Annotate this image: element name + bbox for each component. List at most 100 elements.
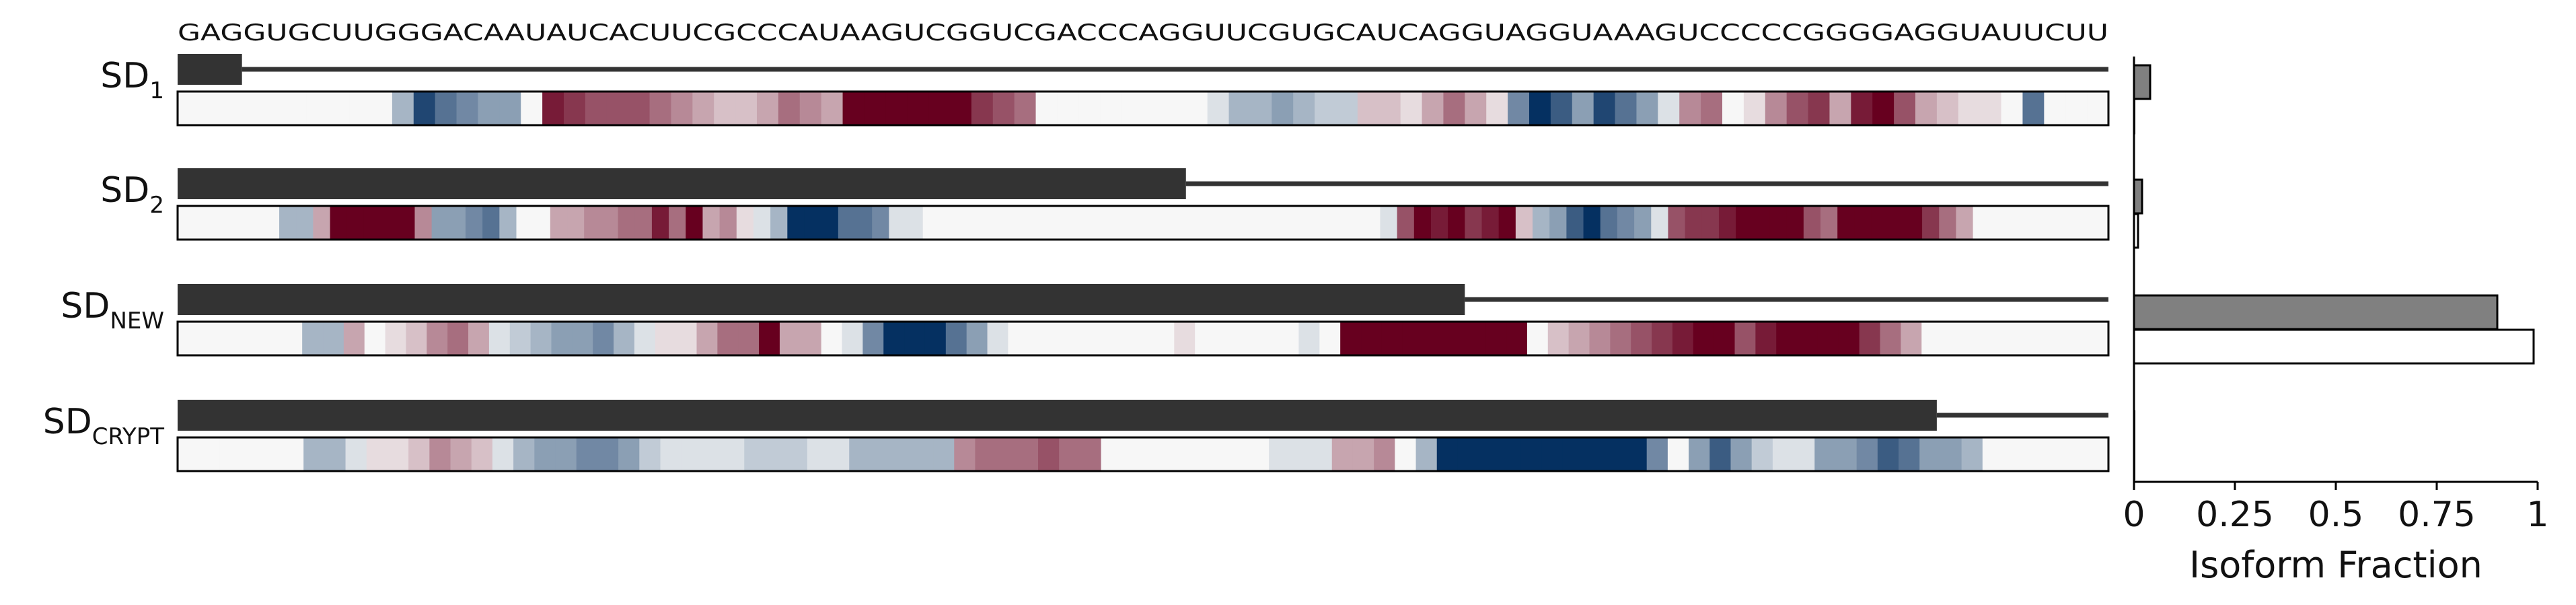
heatmap-cell [262, 206, 280, 240]
heatmap-cell [1755, 322, 1777, 355]
heatmap-cell [971, 92, 994, 125]
heatmap-cell [1605, 437, 1627, 471]
heatmap-cell [862, 322, 884, 355]
heatmap-cell [1515, 206, 1533, 240]
heatmap-cell [1593, 92, 1616, 125]
row-label: SD2 [100, 170, 164, 219]
heatmap-cell [1672, 322, 1694, 355]
heatmap-cell [261, 437, 283, 471]
row-label-main: SD [100, 170, 149, 211]
row-label-subscript: 2 [149, 192, 164, 219]
heatmap-cell [1533, 206, 1550, 240]
heatmap-cell [655, 322, 677, 355]
bar-observed [2133, 294, 2499, 330]
heatmap-cell [2022, 92, 2045, 125]
heatmap-cell [555, 437, 577, 471]
heatmap-cell [1121, 437, 1144, 471]
heatmap-cell [838, 206, 856, 240]
row-label-main: SD [43, 402, 92, 442]
heatmap-cell [1143, 92, 1165, 125]
heatmap-cell [349, 92, 371, 125]
heatmap-cell [1615, 92, 1637, 125]
heatmap-cell [1500, 437, 1522, 471]
heatmap-cell [1651, 206, 1669, 240]
heatmap-cell [807, 437, 829, 471]
heatmap-cell [1153, 322, 1175, 355]
heatmap-cell [1430, 206, 1448, 240]
heatmap-cell [550, 206, 568, 240]
heatmap-cell [2001, 92, 2024, 125]
heatmap-cell [1038, 437, 1060, 471]
heatmap-cell [821, 206, 839, 240]
exon-block [178, 168, 1186, 199]
row-label-main: SD [100, 56, 149, 96]
heatmap-cell [1210, 206, 1228, 240]
heatmap-cell [1413, 206, 1432, 240]
heatmap-cell [584, 206, 601, 240]
heatmap-cell [1380, 206, 1398, 240]
heatmap-cell [800, 322, 822, 355]
heatmap-cell [398, 206, 416, 240]
isoform-row: SD2 [100, 168, 2110, 241]
heatmap-cell [2057, 206, 2075, 240]
heatmap-cell [735, 92, 758, 125]
heatmap-cell [1786, 206, 1804, 240]
heatmap-cell [1444, 322, 1465, 355]
heatmap-cell [1610, 322, 1631, 355]
isoform-row: SDCRYPT [43, 400, 2110, 472]
heatmap-cell [1634, 206, 1652, 240]
heatmap-cell [1956, 206, 1974, 240]
heatmap-cell [1346, 206, 1364, 240]
heatmap-cell [323, 322, 344, 355]
heatmap-cell [471, 437, 493, 471]
heatmap-cell [281, 322, 303, 355]
heatmap-cell [778, 92, 801, 125]
heatmap-cell [702, 437, 724, 471]
heatmap-cell [702, 206, 721, 240]
heatmap-cell [447, 322, 469, 355]
heatmap-cell [950, 92, 972, 125]
heatmap-cell [1008, 322, 1029, 355]
heatmap-cell [429, 437, 451, 471]
heatmap-cell [2003, 437, 2025, 471]
heatmap-cell [2004, 322, 2026, 355]
heatmap-cell [1092, 206, 1110, 240]
heatmap-cell [1743, 92, 1766, 125]
heatmap-cell [1228, 92, 1251, 125]
heatmap-cell [1109, 206, 1127, 240]
heatmap-cell [366, 437, 388, 471]
heatmap-cell [1939, 206, 1957, 240]
heatmap-cell [1312, 206, 1330, 240]
heatmap-cell [1835, 437, 1857, 471]
heatmap-cell [387, 437, 409, 471]
heatmap-cell [1718, 206, 1736, 240]
heatmap-cell [990, 206, 1008, 240]
heatmap-cell [1436, 437, 1459, 471]
heatmap-cell [649, 92, 672, 125]
bar-predicted [2133, 98, 2135, 135]
heatmap-cell [242, 92, 264, 125]
heatmap-cell [219, 437, 242, 471]
heatmap-cell [1174, 322, 1195, 355]
heatmap-cell [1829, 92, 1851, 125]
heatmap-cell [1397, 206, 1415, 240]
bar-observed [2133, 178, 2143, 215]
row-label: SD1 [100, 56, 164, 104]
heatmap-cell [385, 322, 407, 355]
heatmap-cell [606, 92, 629, 125]
heatmap-cell [1989, 206, 2008, 240]
heatmap-cell [1658, 92, 1680, 125]
heatmap-cell [1854, 206, 1872, 240]
heatmap-cell [178, 92, 200, 125]
heatmap-cell [313, 206, 331, 240]
heatmap-cell [328, 92, 350, 125]
heatmap-cell [1078, 92, 1101, 125]
heatmap-cell [939, 206, 957, 240]
heatmap-cell [1794, 437, 1815, 471]
heatmap-cell [279, 206, 297, 240]
heatmap-cell [651, 206, 669, 240]
heatmap-cell [669, 206, 686, 240]
heatmap-cell [1272, 92, 1294, 125]
heatmap-cell [628, 92, 651, 125]
heatmap-cell [770, 206, 788, 240]
